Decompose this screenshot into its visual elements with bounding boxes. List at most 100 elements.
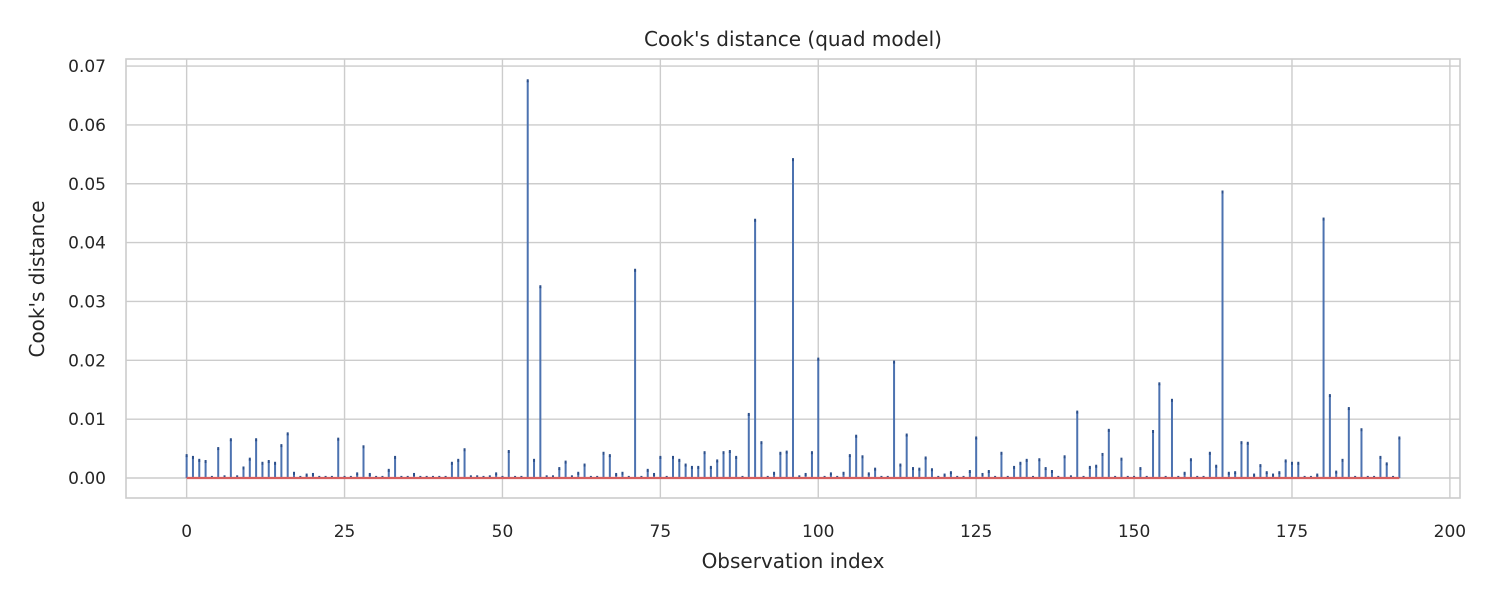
stem-marker	[255, 438, 258, 442]
y-tick-label: 0.02	[68, 351, 106, 371]
stem-marker	[1360, 428, 1363, 432]
stem-marker	[1341, 458, 1344, 462]
stem-marker	[893, 360, 896, 364]
stem-marker	[1158, 382, 1161, 386]
stem-marker	[191, 455, 194, 459]
stem-marker	[1019, 461, 1022, 465]
stem-marker	[1246, 441, 1249, 445]
stem-marker	[1139, 467, 1142, 471]
plot-frame	[125, 58, 1461, 499]
stem-marker	[356, 472, 359, 476]
x-tick-label: 175	[1276, 522, 1308, 542]
stem-marker	[1189, 458, 1192, 462]
stem-marker	[1278, 471, 1281, 475]
stem-marker	[1335, 470, 1338, 474]
y-tick-label: 0.05	[68, 175, 106, 195]
stem-marker	[1000, 451, 1003, 455]
stem-marker	[286, 432, 289, 436]
stem-marker	[621, 471, 624, 475]
stem-marker	[918, 467, 921, 471]
y-tick-label: 0.07	[68, 57, 106, 77]
stem-marker	[1284, 459, 1287, 463]
y-tick-label: 0.04	[68, 234, 106, 254]
stem-marker	[1013, 465, 1016, 469]
stem-marker	[526, 79, 529, 83]
stem-marker	[975, 436, 978, 440]
stem-marker	[646, 468, 649, 472]
stem-marker	[368, 472, 371, 476]
stem-marker	[1328, 394, 1331, 398]
y-axis-title: Cook's distance	[25, 200, 49, 357]
stem-marker	[1322, 217, 1325, 221]
stem-marker	[1379, 455, 1382, 459]
stem-marker	[551, 475, 554, 479]
stem-marker	[1152, 430, 1155, 434]
stem-marker	[728, 450, 731, 454]
stem-marker	[280, 444, 283, 448]
stem-marker	[817, 357, 820, 361]
x-tick-label: 25	[334, 522, 356, 542]
stem-marker	[754, 218, 757, 222]
chart-title: Cook's distance (quad model)	[644, 27, 942, 51]
stem-marker	[779, 451, 782, 455]
stem-marker	[804, 472, 807, 476]
stem-marker	[1038, 458, 1041, 462]
stem-marker	[1063, 455, 1066, 459]
stem-marker	[981, 472, 984, 476]
stem-marker	[653, 472, 656, 476]
stem-marker	[450, 461, 453, 465]
stem-marker	[545, 475, 548, 479]
stem-marker	[684, 463, 687, 467]
x-tick-label: 0	[181, 522, 192, 542]
stem-marker	[311, 472, 314, 476]
stem-marker	[1050, 470, 1053, 474]
stem-marker	[1234, 471, 1237, 475]
stem-marker	[185, 454, 188, 458]
stem-marker	[1076, 410, 1079, 414]
y-tick-labels: 0.00 0.01 0.02 0.03 0.04 0.05 0.06 0.07	[68, 57, 106, 489]
stem-marker	[709, 465, 712, 469]
stem-marker	[495, 472, 498, 476]
stem-marker	[848, 454, 851, 458]
stem-marker	[583, 463, 586, 467]
stem-marker	[1290, 461, 1293, 465]
stem-marker	[198, 458, 201, 462]
stem-marker	[507, 450, 510, 454]
stem-marker	[236, 475, 239, 479]
stem-marker	[716, 459, 719, 463]
stem-marker	[671, 455, 674, 459]
stem-marker	[1208, 451, 1211, 455]
stem-marker	[798, 475, 801, 479]
stem-marker	[570, 475, 573, 479]
x-tick-label: 200	[1434, 522, 1466, 542]
stem-marker	[476, 475, 479, 479]
stem-marker	[792, 158, 794, 162]
stem-marker	[855, 434, 858, 438]
stem-marker	[1120, 457, 1123, 461]
stem-marker	[735, 455, 738, 459]
x-tick-label: 50	[492, 522, 514, 542]
stem-marker	[413, 472, 416, 476]
stem-marker	[274, 461, 277, 465]
stem-marker	[248, 457, 251, 461]
y-tick-label: 0.00	[68, 469, 106, 489]
stem-marker	[1025, 458, 1028, 462]
stem-marker	[874, 467, 877, 471]
stem-marker	[773, 471, 776, 475]
stem-marker	[912, 467, 915, 471]
stem-marker	[1316, 473, 1319, 477]
stem-marker	[1221, 190, 1224, 194]
stem-marker	[223, 475, 226, 479]
stem-marker	[463, 448, 466, 452]
stem-marker	[602, 451, 605, 455]
stem-marker	[305, 473, 308, 477]
stem-marker	[867, 472, 870, 476]
stem-marker	[1069, 475, 1072, 479]
stem-marker	[1170, 398, 1173, 402]
stem-marker	[293, 471, 296, 475]
stem-marker	[810, 451, 813, 455]
stem-marker	[533, 458, 536, 462]
stem-marker	[1347, 407, 1350, 411]
